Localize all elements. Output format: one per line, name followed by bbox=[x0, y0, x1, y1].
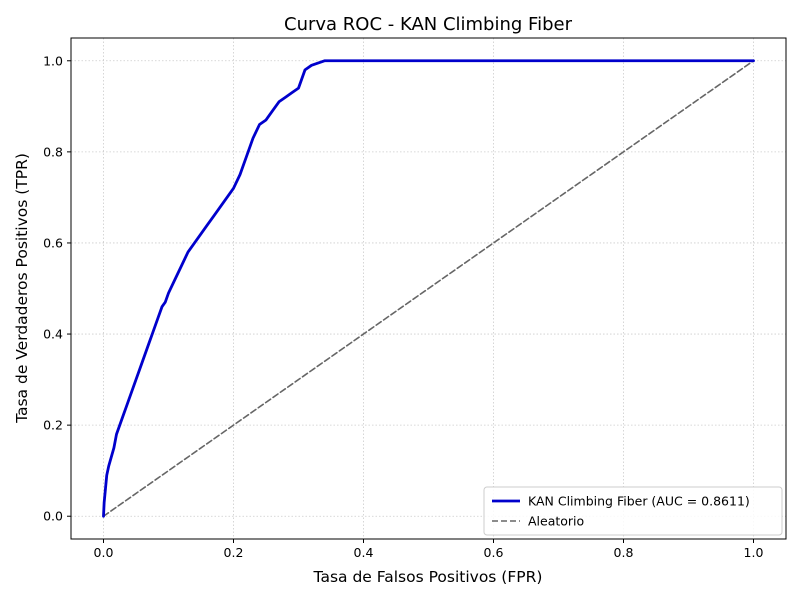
chart-title: Curva ROC - KAN Climbing Fiber bbox=[284, 14, 573, 35]
x-axis-label: Tasa de Falsos Positivos (FPR) bbox=[313, 568, 543, 586]
y-tick-label: 0.0 bbox=[43, 509, 63, 524]
ticks: 0.0 0.2 0.4 0.6 0.8 1.0 0.0 0.2 0.4 0.6 0.8 1.0 bbox=[43, 53, 763, 560]
random-baseline-line bbox=[102, 59, 755, 518]
roc-curve-line bbox=[102, 59, 755, 518]
legend: KAN Climbing Fiber (AUC = 0.8611) Aleator… bbox=[483, 486, 783, 536]
x-tick-label: 0.2 bbox=[224, 545, 244, 560]
x-tick-label: 0.4 bbox=[354, 545, 374, 560]
y-tick-label: 0.4 bbox=[43, 327, 63, 342]
x-tick-label: 0.8 bbox=[614, 545, 634, 560]
grid-lines bbox=[71, 38, 786, 539]
y-tick-label: 0.2 bbox=[43, 418, 63, 433]
y-tick-label: 0.8 bbox=[43, 144, 63, 159]
y-axis-label: Tasa de Verdaderos Positivos (TPR) bbox=[13, 153, 31, 424]
x-tick-label: 0.0 bbox=[94, 545, 114, 560]
legend-entry-label: Aleatorio bbox=[528, 514, 584, 529]
plot-frame bbox=[70, 37, 787, 540]
x-tick-label: 0.6 bbox=[484, 545, 504, 560]
series-layer bbox=[102, 59, 755, 518]
x-tick-label: 1.0 bbox=[744, 545, 764, 560]
y-tick-label: 1.0 bbox=[43, 53, 63, 68]
legend-entry-label: KAN Climbing Fiber (AUC = 0.8611) bbox=[528, 494, 750, 509]
legend-box bbox=[483, 486, 783, 536]
y-tick-label: 0.6 bbox=[43, 235, 63, 250]
